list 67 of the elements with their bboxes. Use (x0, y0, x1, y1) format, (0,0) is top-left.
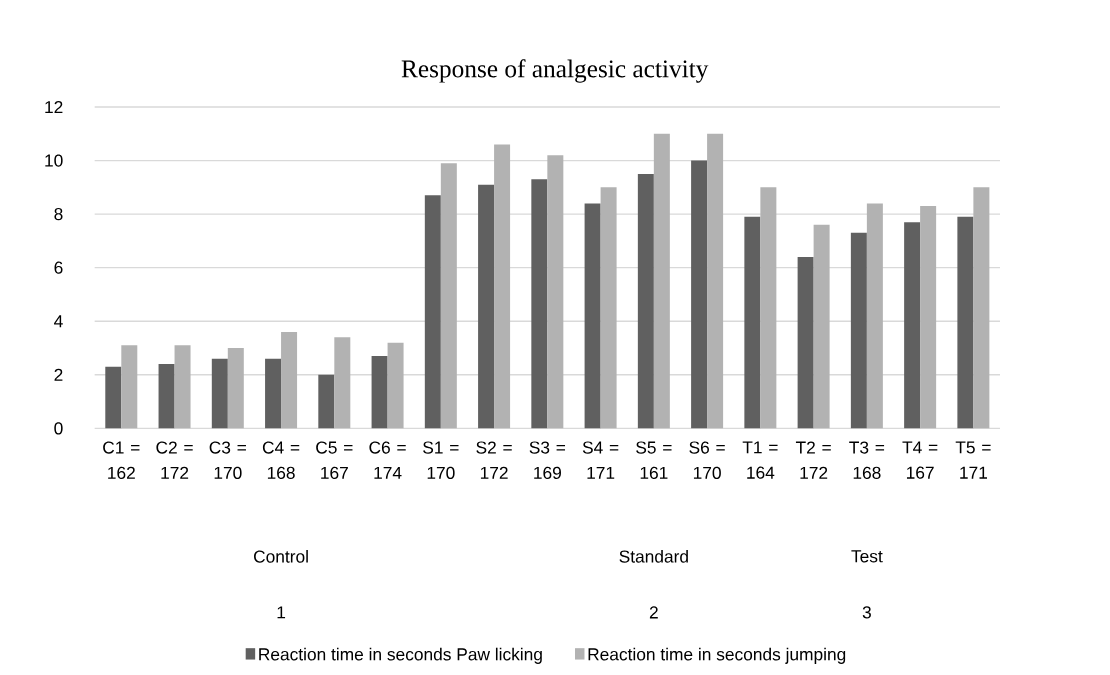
bar (265, 358, 282, 429)
bar (813, 224, 830, 429)
x-tick-label: C4 = 168 (262, 441, 300, 480)
x-tick-label: S1 = 170 (423, 441, 459, 480)
bar (584, 203, 601, 429)
bar (531, 179, 548, 429)
x-tick-label: C2 = 172 (156, 441, 193, 479)
bar (371, 356, 388, 429)
bar (973, 187, 990, 429)
x-tick-label: C3 = 170 (209, 441, 246, 480)
bar (904, 222, 921, 429)
x-tick-label: S3 = 169 (529, 441, 566, 480)
bar (105, 366, 122, 429)
bar (318, 374, 335, 429)
x-tick-label: S2 = 172 (476, 441, 512, 479)
bar (850, 232, 867, 429)
bar (281, 331, 298, 429)
text: Test (851, 550, 883, 563)
bar (760, 187, 777, 429)
x-tick-label: S5 = 161 (636, 441, 672, 480)
x-tick-label: C6 = 174 (369, 441, 406, 479)
y-tick-label: 4 (54, 315, 63, 328)
legend-label: Reaction time in seconds jumping (588, 647, 846, 664)
x-tick-label: T4 = 167 (902, 441, 938, 479)
x-tick-label: C1 = 162 (103, 441, 140, 480)
bar (121, 345, 138, 429)
bar (478, 184, 495, 429)
text: 1 (277, 606, 286, 619)
bar (424, 195, 441, 429)
bar (174, 345, 191, 429)
bar (387, 342, 404, 429)
chart-title: Response of analgesic activity (401, 59, 709, 83)
bar (866, 203, 883, 429)
bar (797, 256, 814, 429)
text: Standard (619, 549, 688, 563)
x-tick-label: C5 = 167 (316, 441, 353, 480)
bar (211, 358, 228, 429)
bar (744, 216, 761, 429)
text: Control (254, 549, 308, 563)
x-tick-label: S6 = 170 (689, 441, 725, 480)
y-tick-label: 6 (54, 261, 63, 274)
y-tick-label: 2 (54, 368, 63, 381)
x-tick-label: T5 = 171 (955, 441, 991, 479)
text: 2 (649, 606, 658, 619)
bar (707, 133, 724, 429)
legend-label: Reaction time in seconds Paw licking (259, 647, 542, 664)
bar (653, 133, 670, 429)
bar (957, 216, 974, 429)
bar (158, 364, 175, 429)
bar (494, 144, 511, 429)
x-tick-label: S4 = 171 (582, 441, 619, 479)
y-tick-label: 0 (54, 422, 63, 435)
bar (637, 173, 654, 429)
bar (691, 160, 708, 429)
y-tick-label: 10 (45, 154, 63, 167)
x-tick-label: T1 = 164 (742, 441, 778, 479)
bar (920, 206, 937, 429)
bar (440, 163, 457, 429)
bar (334, 337, 351, 429)
x-tick-label: T3 = 168 (849, 441, 885, 480)
bar (547, 155, 564, 429)
y-tick-label: 12 (45, 100, 63, 114)
y-tick-label: 8 (54, 207, 63, 221)
x-tick-label: T2 = 172 (795, 441, 831, 479)
text: 3 (862, 606, 871, 619)
bar (227, 348, 244, 429)
bar (600, 187, 617, 429)
